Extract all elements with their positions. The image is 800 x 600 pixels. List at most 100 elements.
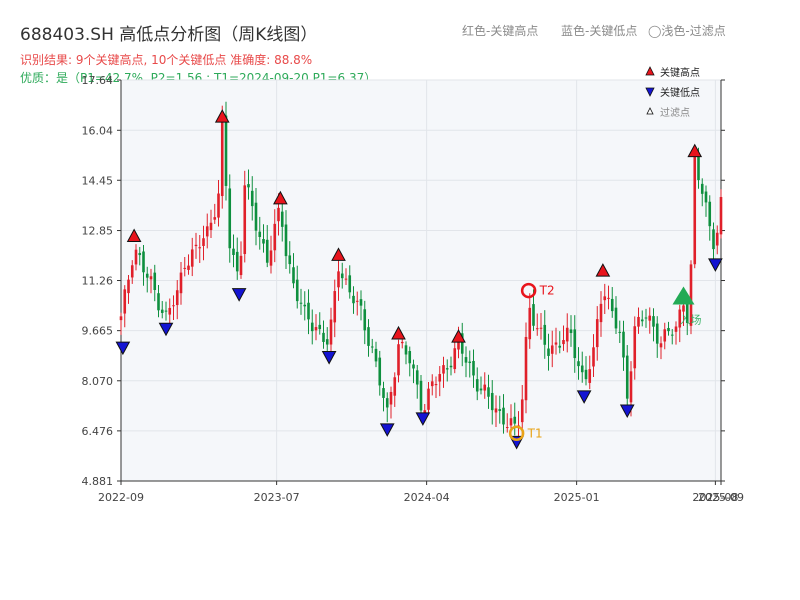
candle-body [408, 351, 412, 364]
candle-body [329, 319, 333, 345]
candle-body [389, 391, 393, 405]
candle-body [235, 251, 239, 272]
legend-red-high: 红色-关键高点 [462, 24, 539, 38]
legend-blue-low: 蓝色-关键低点 [561, 24, 638, 38]
key-low-marker [619, 404, 635, 419]
candle-body [164, 310, 168, 312]
candle-body [708, 201, 712, 227]
legend-label: 关键低点 [660, 86, 700, 99]
candle-body [483, 384, 487, 391]
candle-body [457, 336, 460, 350]
candle-body [674, 326, 678, 332]
candle-body [220, 119, 224, 197]
key-low-marker [231, 288, 247, 302]
candle-body [584, 369, 588, 380]
candle-body [310, 322, 314, 332]
legend-symbol [645, 87, 655, 97]
x-tick-label: 2025-09 [698, 491, 744, 504]
candle-body [145, 273, 149, 278]
candle-body [569, 329, 573, 334]
candle-body [194, 244, 198, 247]
candle-body [265, 239, 269, 263]
candle-body [183, 267, 187, 269]
candle-body [712, 229, 715, 250]
candle-body [528, 307, 532, 340]
candle-body [179, 272, 183, 294]
candle-body [640, 319, 644, 322]
candle-body [378, 357, 382, 386]
key-high-marker [126, 228, 142, 243]
y-tick-label: 16.04 [82, 124, 114, 137]
candle-body [397, 344, 400, 376]
candle-body [239, 255, 243, 276]
x-tick-label: 2022-09 [98, 491, 144, 504]
candle-body [142, 251, 145, 273]
candle-body [322, 332, 325, 342]
key-high-marker [273, 190, 288, 205]
candle-body [524, 336, 528, 401]
candle-body [149, 276, 153, 280]
key-high-marker [451, 329, 466, 343]
candle-body [243, 185, 247, 255]
candle-body [577, 361, 580, 367]
candle-body [269, 250, 273, 266]
candle-body [625, 355, 629, 399]
key-high-marker [391, 325, 406, 340]
candle-body [535, 328, 539, 330]
candle-body [592, 347, 595, 367]
candle-body [685, 301, 689, 323]
legend-symbol [645, 66, 655, 76]
candle-body [547, 348, 550, 356]
candle-body [404, 345, 408, 355]
key-high-marker [595, 263, 611, 277]
candle-body [633, 326, 637, 369]
candle-body [288, 255, 292, 265]
candle-body [213, 217, 217, 220]
x-tick-label: 2023-07 [254, 491, 300, 504]
candle-body [160, 309, 164, 313]
candle-body [205, 226, 209, 237]
candle-body [580, 365, 584, 373]
candle-body [520, 399, 524, 423]
candle-body [344, 278, 348, 280]
candle-body [138, 252, 142, 256]
candle-body [153, 272, 157, 291]
key-low-marker [321, 351, 337, 365]
candle-body [400, 341, 404, 344]
candle-body [359, 299, 363, 306]
y-tick-label: 12.85 [82, 225, 114, 238]
special-point-label: T1 [527, 426, 543, 440]
candle-body [513, 416, 517, 424]
legend-filtered: ◯浅色-过滤点 [648, 24, 726, 38]
candle-body [262, 239, 265, 244]
candle-body [168, 307, 172, 315]
candle-body [130, 265, 134, 278]
candle-body [258, 231, 262, 237]
filtered-point-marker [672, 286, 695, 305]
x-tick-label: 2024-04 [404, 491, 450, 504]
candle-body [367, 327, 370, 346]
candle-body [198, 247, 202, 249]
candle-body [670, 334, 674, 336]
candle-body [415, 370, 419, 385]
candle-body [704, 191, 708, 203]
candle-body [697, 152, 700, 181]
candle-body [700, 183, 704, 194]
candle-body [295, 279, 299, 302]
candle-body [382, 388, 385, 398]
key-low-marker [708, 258, 723, 272]
candle-body [682, 305, 685, 312]
candle-body [468, 361, 472, 363]
candle-body [449, 365, 453, 368]
y-tick-label: 6.476 [82, 425, 114, 438]
candle-body [393, 377, 397, 396]
candle-body [340, 273, 344, 279]
candle-body [284, 224, 288, 257]
candle-body [445, 368, 449, 370]
candle-body [423, 410, 427, 414]
filtered-point-label: 入场 [680, 313, 702, 327]
candle-body [325, 339, 329, 345]
y-tick-label: 8.070 [82, 375, 114, 388]
y-tick-label: 17.64 [82, 74, 114, 87]
candle-body [157, 293, 160, 311]
